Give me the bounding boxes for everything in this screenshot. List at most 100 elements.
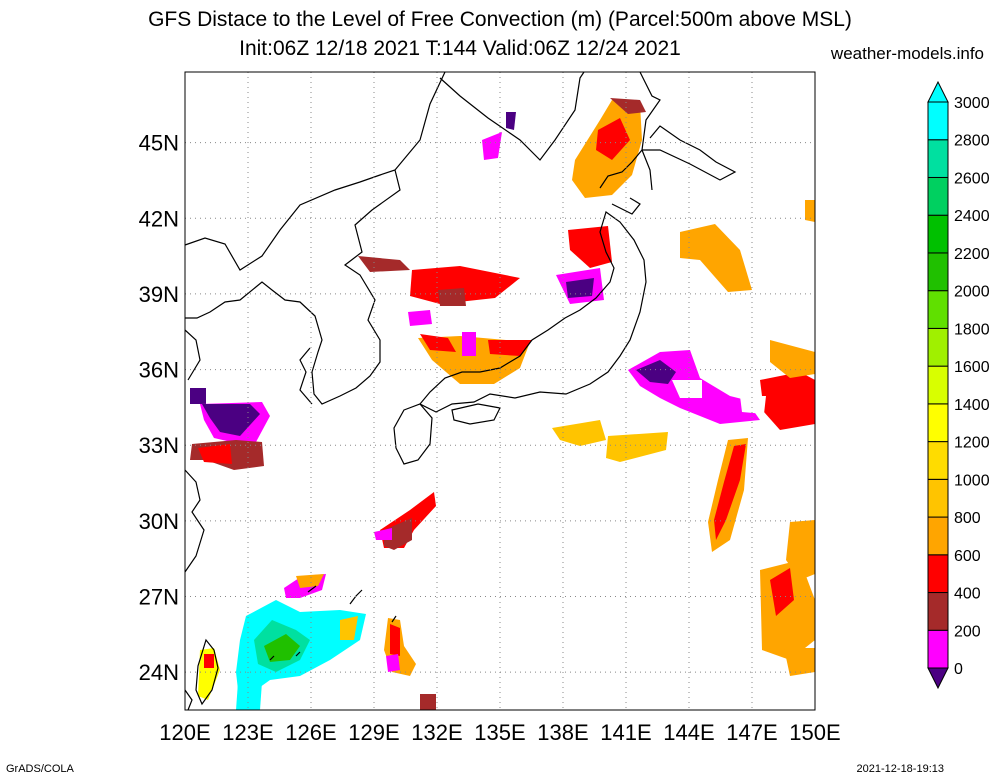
colorbar-swatch bbox=[927, 516, 949, 556]
field-region bbox=[264, 634, 300, 662]
colorbar-swatch bbox=[927, 592, 949, 631]
field-region bbox=[438, 288, 466, 306]
colorbar-swatch bbox=[927, 252, 949, 292]
lon-tick-label: 141E bbox=[600, 720, 651, 745]
lat-tick-label: 36N bbox=[139, 358, 179, 383]
field-region bbox=[784, 648, 815, 676]
lon-tick-label: 123E bbox=[222, 720, 273, 745]
coastline-layer bbox=[184, 71, 737, 711]
colorbar-level-label: 0 bbox=[954, 661, 963, 678]
colorbar-upper-arrow bbox=[927, 80, 949, 103]
field-region bbox=[410, 266, 520, 304]
coastline-ryukyu bbox=[269, 585, 397, 661]
field-region bbox=[506, 112, 516, 130]
field-region bbox=[358, 256, 410, 272]
lat-tick-label: 42N bbox=[139, 206, 179, 231]
colorbar-swatch bbox=[927, 403, 949, 443]
lon-tick-labels: 120E 123E 126E 129E 132E 135E 138E 141E 144E 147E… bbox=[159, 720, 840, 745]
field-region bbox=[202, 404, 260, 436]
field-region bbox=[566, 278, 594, 298]
field-region bbox=[680, 224, 752, 292]
lat-tick-label: 24N bbox=[139, 660, 179, 685]
map-frame bbox=[184, 71, 816, 711]
colorbar-level-label: 400 bbox=[954, 586, 981, 603]
colorbar-swatch bbox=[927, 554, 949, 594]
coastline-honshu bbox=[419, 211, 647, 413]
field-region bbox=[610, 98, 646, 114]
field-region bbox=[374, 528, 392, 540]
colorbar: 0 200 400 600 800 1000 1200 1400 1600 1800 2000 220… bbox=[927, 80, 990, 690]
colorbar-swatch bbox=[927, 290, 949, 329]
field-region bbox=[805, 200, 815, 222]
field-region bbox=[204, 654, 214, 668]
field-region bbox=[190, 388, 206, 404]
lat-tick-label: 33N bbox=[139, 433, 179, 458]
colorbar-lower-arrow bbox=[927, 667, 949, 690]
field-region bbox=[420, 694, 436, 710]
field-region bbox=[390, 624, 400, 656]
field-region bbox=[462, 332, 476, 356]
lon-tick-label: 132E bbox=[411, 720, 462, 745]
coastline-china bbox=[184, 329, 205, 573]
coastline-sakhalin bbox=[639, 71, 661, 191]
coastline-shikoku bbox=[451, 403, 501, 425]
field-region bbox=[236, 682, 262, 710]
colorbar-swatch bbox=[927, 214, 949, 254]
field-region bbox=[198, 444, 232, 464]
coastline-kyushu bbox=[393, 403, 433, 465]
field-region bbox=[408, 310, 432, 326]
colorbar-level-label: 1800 bbox=[954, 321, 990, 338]
colorbar-swatch bbox=[927, 176, 949, 216]
lat-tick-label: 45N bbox=[139, 131, 179, 156]
field-region bbox=[420, 334, 456, 352]
colorbar-level-label: 2400 bbox=[954, 208, 990, 225]
colorbar-level-label: 3000 bbox=[954, 95, 990, 112]
coastline-taiwan bbox=[195, 638, 219, 706]
field-region bbox=[740, 396, 766, 414]
colorbar-level-label: 1400 bbox=[954, 397, 990, 414]
colorbar-swatch bbox=[927, 441, 949, 480]
field-region bbox=[386, 654, 400, 672]
map-title: GFS Distace to the Level of Free Convect… bbox=[148, 8, 852, 31]
colorbar-swatch bbox=[927, 101, 949, 141]
grid-layer bbox=[185, 72, 815, 710]
lat-tick-label: 39N bbox=[139, 282, 179, 307]
colorbar-level-label: 2000 bbox=[954, 284, 990, 301]
field-region bbox=[760, 372, 815, 430]
field-region bbox=[714, 444, 746, 540]
colorbar-level-label: 200 bbox=[954, 623, 981, 640]
field-region bbox=[636, 360, 676, 384]
field-region bbox=[770, 340, 815, 378]
colorbar-swatch bbox=[927, 365, 949, 405]
site-label: weather-models.info bbox=[830, 44, 984, 63]
field-region bbox=[672, 380, 702, 398]
colorbar-level-label: 2600 bbox=[954, 170, 990, 187]
lon-tick-label: 147E bbox=[726, 720, 777, 745]
lon-tick-label: 126E bbox=[285, 720, 336, 745]
footer-credit: GrADS/COLA bbox=[6, 763, 74, 775]
lat-tick-label: 30N bbox=[139, 509, 179, 534]
field-region bbox=[596, 118, 630, 160]
colorbar-level-label: 1600 bbox=[954, 359, 990, 376]
coastline-hokkaido bbox=[599, 125, 737, 215]
field-region bbox=[488, 340, 532, 356]
field-region bbox=[384, 518, 412, 550]
colorbar-level-label: 2200 bbox=[954, 246, 990, 263]
field-region bbox=[552, 420, 606, 446]
colorbar-level-label: 600 bbox=[954, 548, 981, 565]
colorbar-level-label: 2800 bbox=[954, 133, 990, 150]
lat-tick-labels: 24N 27N 30N 33N 36N 39N 42N 45N bbox=[139, 131, 179, 686]
field-region bbox=[198, 648, 220, 700]
field-region bbox=[340, 616, 358, 640]
lon-tick-label: 129E bbox=[348, 720, 399, 745]
lon-tick-label: 135E bbox=[474, 720, 525, 745]
field-region bbox=[770, 568, 794, 616]
lon-tick-label: 120E bbox=[159, 720, 210, 745]
colorbar-swatch bbox=[927, 629, 949, 669]
field-region bbox=[296, 574, 324, 588]
coastline-asia bbox=[184, 71, 446, 405]
lon-tick-label: 144E bbox=[663, 720, 714, 745]
colorbar-swatch bbox=[927, 327, 949, 367]
lat-tick-label: 27N bbox=[139, 585, 179, 610]
